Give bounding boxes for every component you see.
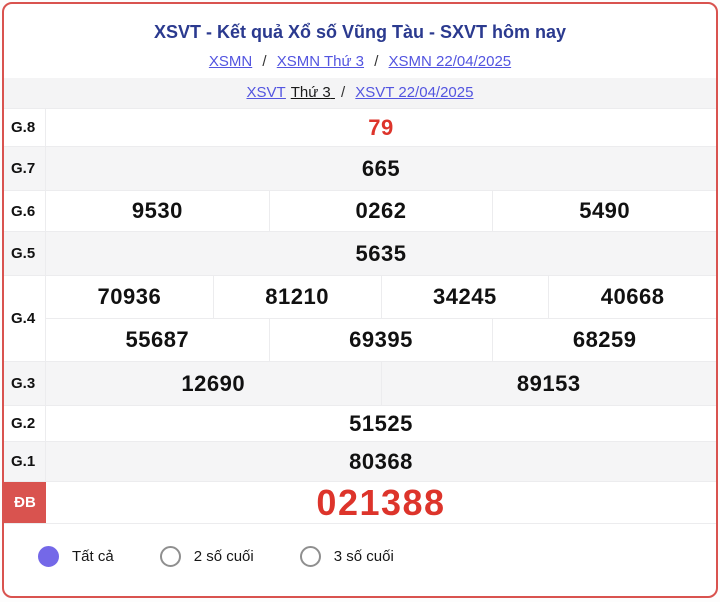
breadcrumb: XSMN / XSMN Thứ 3 / XSMN 22/04/2025 <box>4 53 716 70</box>
prize-number: 665 <box>361 155 401 181</box>
prize-number: 0262 <box>268 191 493 231</box>
prize-row-g4: G.4 70936 81210 34245 40668 55687 69395 68259 <box>4 276 716 362</box>
prize-values: 79 <box>46 109 716 146</box>
prize-row-đb: ĐB 021388 <box>4 482 716 524</box>
radio-unselected-icon[interactable] <box>299 546 321 567</box>
filter-label: 3 số cuối <box>333 548 394 565</box>
prize-values: 80368 <box>46 442 716 481</box>
prize-number: 68259 <box>492 319 716 361</box>
breadcrumb-link-xsmn[interactable]: XSMN <box>208 53 253 70</box>
prize-number: 69395 <box>268 319 493 361</box>
prize-label: G.3 <box>4 362 46 405</box>
prize-number: 79 <box>368 114 394 140</box>
breadcrumb-separator: / <box>374 53 379 70</box>
prize-row-g1: G.1 80368 <box>4 442 716 482</box>
prize-row-g2: G.2 51525 <box>4 406 716 442</box>
prize-row-g5: G.5 5635 <box>4 232 716 276</box>
prize-values: 021388 <box>46 482 716 523</box>
prize-label: G.1 <box>4 442 46 481</box>
prize-label: G.5 <box>4 232 46 275</box>
prize-row-g6: G.6 9530 0262 5490 <box>4 191 716 232</box>
prize-row-g8: G.8 79 <box>4 109 716 147</box>
filter-option-1[interactable]: Tất cả <box>38 546 114 567</box>
results-table: G.8 79 G.7 665 G.6 9530 0262 5490 G.5 5635 G.4 7093… <box>4 108 716 524</box>
breadcrumb-link-xsmn-date[interactable]: XSMN 22/04/2025 <box>388 53 512 70</box>
prize-label: G.8 <box>4 109 46 146</box>
prize-values: 665 <box>46 147 716 190</box>
prize-number: 12690 <box>181 370 246 396</box>
prize-number: 70936 <box>97 284 162 309</box>
sub-breadcrumb-bar: XSVT Thứ 3 / XSVT 22/04/2025 <box>4 78 716 108</box>
breadcrumb-xsvt-thu3[interactable]: XSVT Thứ 3 <box>247 84 335 101</box>
page-title: XSVT - Kết quả Xổ số Vũng Tàu - SXVT hôm… <box>153 22 567 42</box>
prize-number: 5635 <box>355 240 407 266</box>
prize-row-g7: G.7 665 <box>4 147 716 191</box>
prize-label: G.4 <box>4 276 46 361</box>
prize-number: 34245 <box>380 276 549 318</box>
breadcrumb-link-xsvt-date[interactable]: XSVT 22/04/2025 <box>355 84 474 101</box>
filter-option-3[interactable]: 3 số cuối <box>299 546 394 567</box>
breadcrumb-separator: / <box>340 84 346 101</box>
prize-number: 021388 <box>316 481 446 523</box>
special-prize-badge: ĐB <box>4 482 46 523</box>
filter-options: Tất cả 2 số cuối 3 số cuối <box>4 524 716 567</box>
prize-number: 80368 <box>349 448 413 474</box>
header: XSVT - Kết quả Xổ số Vũng Tàu - SXVT hôm… <box>4 20 716 70</box>
prize-number: 55687 <box>125 327 190 352</box>
prize-number: 81210 <box>212 276 381 318</box>
breadcrumb-separator: / <box>262 53 267 70</box>
prize-label: G.2 <box>4 406 46 441</box>
prize-number: 9530 <box>131 198 183 223</box>
prize-values: 9530 0262 5490 <box>46 191 716 231</box>
prize-number: 89153 <box>380 362 717 405</box>
prize-values: 12690 89153 <box>46 362 716 405</box>
prize-label: G.6 <box>4 191 46 231</box>
radio-selected-icon[interactable] <box>38 546 59 567</box>
prize-number: 5490 <box>492 191 716 231</box>
prize-number: 51525 <box>349 410 413 436</box>
prize-values: 70936 81210 34245 40668 55687 69395 68259 <box>46 276 716 361</box>
prize-values: 5635 <box>46 232 716 275</box>
breadcrumb-link-xsvt[interactable]: XSVT <box>246 84 286 101</box>
breadcrumb-link-xsmn-thu3[interactable]: XSMN Thứ 3 <box>276 53 365 70</box>
prize-label: G.7 <box>4 147 46 190</box>
filter-label: 2 số cuối <box>193 548 254 565</box>
prize-values: 51525 <box>46 406 716 441</box>
filter-label: Tất cả <box>72 548 114 565</box>
breadcrumb-text-thu3: Thứ 3 <box>290 84 331 101</box>
filter-option-2[interactable]: 2 số cuối <box>159 546 254 567</box>
prize-subrow: 70936 81210 34245 40668 <box>46 276 716 319</box>
prize-number: 40668 <box>548 276 716 318</box>
prize-row-g3: G.3 12690 89153 <box>4 362 716 406</box>
prize-subrow: 55687 69395 68259 <box>46 319 716 361</box>
radio-unselected-icon[interactable] <box>159 546 181 567</box>
